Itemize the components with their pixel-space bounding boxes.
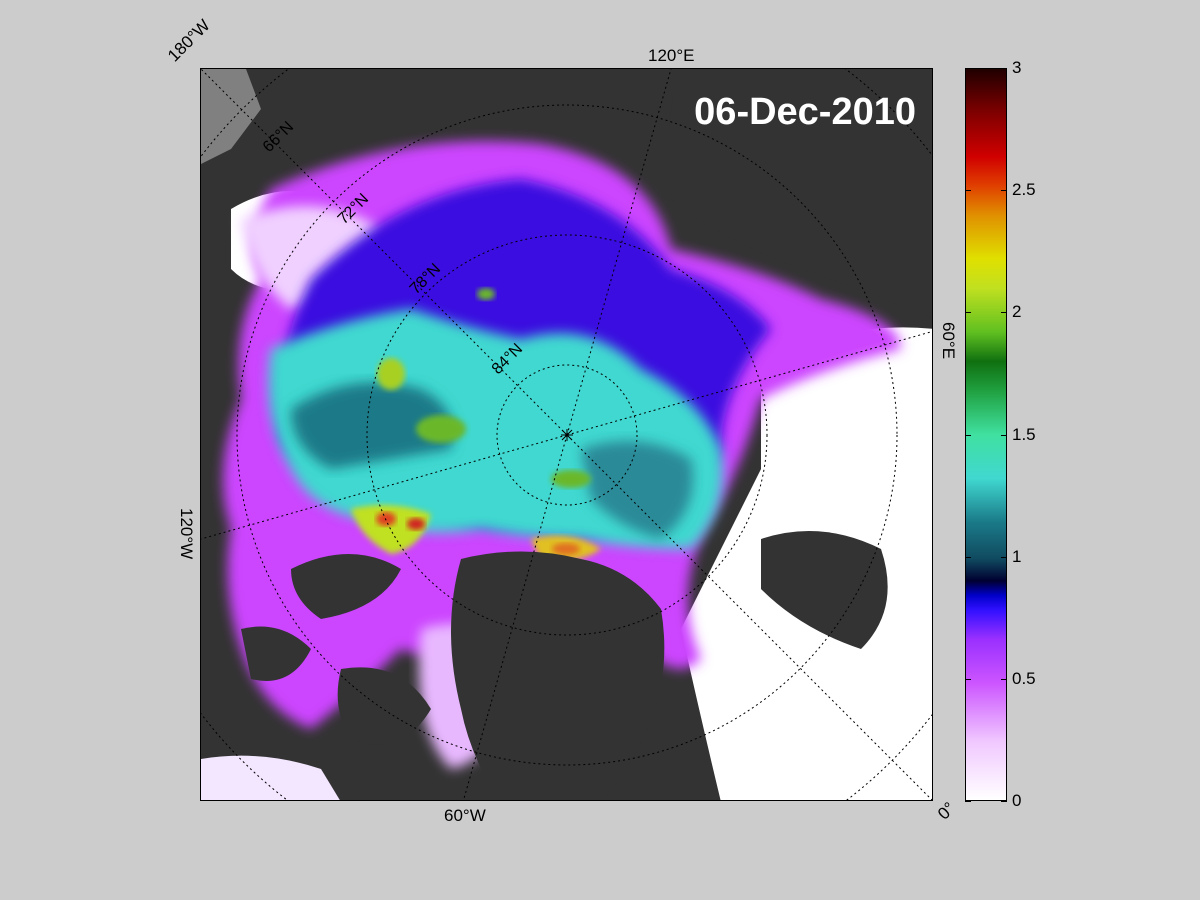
colorbar-tick-label: 3 bbox=[1012, 58, 1022, 77]
north-pole-marker bbox=[561, 429, 573, 441]
thick-ice-coast-west bbox=[351, 505, 431, 554]
colorbar-tick-label: 0 bbox=[1012, 791, 1022, 810]
thin-ice-chukchi bbox=[241, 206, 381, 309]
colorbar-tick-mark bbox=[1001, 190, 1007, 192]
colorbar-tick-mark bbox=[965, 434, 971, 436]
colorbar-tick-label: 0.5 bbox=[1012, 668, 1036, 688]
ice-patch-green-1 bbox=[416, 415, 466, 443]
thickest-ice-patch-3 bbox=[552, 543, 580, 555]
colorbar-tick-mark bbox=[1001, 556, 1007, 558]
meridian-180w bbox=[201, 69, 568, 436]
graticule bbox=[201, 69, 932, 800]
ice-patch-green-3 bbox=[551, 470, 591, 488]
colorbar-tick-mark bbox=[1001, 68, 1007, 69]
colorbar-tick-label: 2 bbox=[1012, 302, 1022, 322]
thickest-ice-patch-2 bbox=[407, 518, 425, 530]
colorbar-tick-mark bbox=[965, 678, 971, 680]
latitude-circle-84n bbox=[496, 364, 638, 506]
lon-label-180w: 180°W bbox=[164, 15, 214, 66]
ice-patch-green-4 bbox=[477, 288, 495, 300]
colorbar-tick-mark bbox=[965, 312, 971, 314]
lon-label-120w: 120°W bbox=[177, 508, 196, 560]
colorbar-tick-mark bbox=[965, 801, 971, 802]
meridian-120e bbox=[566, 69, 672, 436]
open-water-south-west bbox=[201, 755, 340, 800]
no-data-region bbox=[201, 69, 261, 164]
thick-ice-teal-east bbox=[581, 441, 693, 539]
greenland bbox=[451, 551, 665, 800]
lon-label-60e: 60°E bbox=[939, 322, 958, 360]
svalbard bbox=[761, 531, 888, 649]
date-label: 06-Dec-2010 bbox=[694, 91, 916, 133]
latitude-circle-78n bbox=[366, 234, 768, 636]
colorbar-tick-mark bbox=[1001, 434, 1007, 436]
lon-label-0: 0° bbox=[934, 798, 959, 824]
colorbar-tick-mark bbox=[1001, 801, 1007, 802]
map-panel: 66°N 72°N 78°N 84°N 06-Dec-2010 bbox=[200, 68, 933, 801]
canadian-archipelago-1 bbox=[291, 554, 401, 619]
colorbar-tick-label: 2.5 bbox=[1012, 180, 1036, 200]
meridian-60e bbox=[566, 331, 932, 436]
canadian-archipelago-2 bbox=[241, 626, 311, 681]
siberia bbox=[667, 69, 932, 319]
colorbar-tick-label: 1 bbox=[1012, 546, 1022, 566]
colorbar-tick-mark bbox=[965, 68, 971, 69]
colorbar-tick-mark bbox=[1001, 312, 1007, 314]
ice-patch-green-2 bbox=[377, 358, 405, 390]
colorbar-tick-label: 1.5 bbox=[1012, 424, 1036, 444]
meridian-0 bbox=[566, 434, 932, 800]
lon-label-120e: 120°E bbox=[648, 46, 695, 65]
ice-thickness-map: 66°N 72°N 78°N 84°N bbox=[201, 69, 932, 800]
colorbar-tick-mark bbox=[1001, 678, 1007, 680]
lon-label-60w: 60°W bbox=[444, 806, 486, 825]
colorbar-tick-mark bbox=[965, 190, 971, 192]
meridian-60w bbox=[463, 434, 568, 800]
latitude-circle-72n bbox=[236, 104, 898, 766]
canadian-archipelago-3 bbox=[337, 667, 431, 745]
colorbar-tick-mark bbox=[965, 556, 971, 558]
thick-ice-dark-teal bbox=[291, 382, 453, 469]
meridian-120w bbox=[201, 434, 568, 540]
